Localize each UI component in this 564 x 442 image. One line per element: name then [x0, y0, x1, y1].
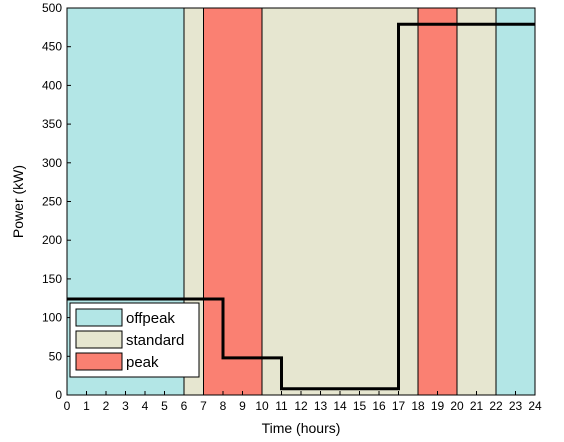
- x-tick-label: 4: [142, 399, 149, 413]
- x-tick-label: 24: [528, 399, 542, 413]
- x-tick-label: 9: [239, 399, 246, 413]
- x-tick-label: 14: [333, 399, 347, 413]
- y-tick-label: 400: [42, 78, 62, 92]
- power-step-line: [67, 22, 535, 391]
- y-tick-label: 500: [42, 1, 62, 15]
- y-tick-label: 250: [42, 195, 62, 209]
- legend-swatch-offpeak: [75, 308, 123, 327]
- band-offpeak: [495, 7, 536, 396]
- x-tick-label: 12: [294, 399, 308, 413]
- band-peak: [203, 7, 263, 396]
- x-tick-label: 20: [450, 399, 464, 413]
- x-tick-label: 6: [181, 399, 188, 413]
- x-tick-label: 23: [509, 399, 523, 413]
- x-tick-label: 21: [470, 399, 484, 413]
- x-tick-label: 3: [122, 399, 129, 413]
- x-axis-ticks: 0 1 2 3 4 5 6 7 8 9 10 11 12 13 14 15 16 17 18 19 20 21 22 23 24: [64, 391, 542, 413]
- band-standard: [456, 7, 497, 396]
- x-tick-label: 13: [314, 399, 328, 413]
- y-tick-label: 350: [42, 117, 62, 131]
- y-tick-label: 0: [55, 388, 62, 402]
- power-series: [67, 22, 535, 391]
- tariff-bands: [66, 7, 536, 396]
- y-tick-label: 200: [42, 233, 62, 247]
- y-axis-ticks: 0 50 100 150 200 250 300 350 400 450 500: [42, 1, 71, 402]
- y-tick-label: 300: [42, 156, 62, 170]
- x-tick-label: 19: [431, 399, 445, 413]
- x-tick-label: 16: [372, 399, 386, 413]
- x-tick-label: 8: [220, 399, 227, 413]
- x-tick-label: 7: [200, 399, 207, 413]
- legend-swatch-peak: [75, 352, 123, 371]
- x-tick-label: 15: [353, 399, 367, 413]
- y-tick-label: 450: [42, 40, 62, 54]
- x-tick-label: 10: [255, 399, 269, 413]
- x-axis-label: Time (hours): [262, 420, 341, 436]
- legend-swatch-standard: [75, 330, 123, 349]
- x-tick-label: 0: [64, 399, 71, 413]
- x-tick-label: 2: [103, 399, 110, 413]
- legend: offpeak standard peak: [69, 302, 200, 378]
- band-standard: [261, 7, 419, 396]
- x-tick-label: 11: [275, 399, 288, 413]
- y-tick-label: 50: [49, 349, 63, 363]
- x-tick-label: 1: [83, 399, 90, 413]
- y-tick-label: 100: [42, 311, 62, 325]
- x-tick-label: 18: [411, 399, 425, 413]
- legend-label-standard: standard: [126, 332, 184, 349]
- x-tick-label: 22: [489, 399, 503, 413]
- x-tick-label: 5: [161, 399, 168, 413]
- x-tick-label: 17: [392, 399, 406, 413]
- legend-label-offpeak: offpeak: [126, 310, 175, 327]
- y-axis-label: Power (kW): [10, 165, 26, 238]
- y-tick-label: 150: [42, 272, 62, 286]
- legend-label-peak: peak: [126, 354, 159, 371]
- band-peak: [417, 7, 458, 396]
